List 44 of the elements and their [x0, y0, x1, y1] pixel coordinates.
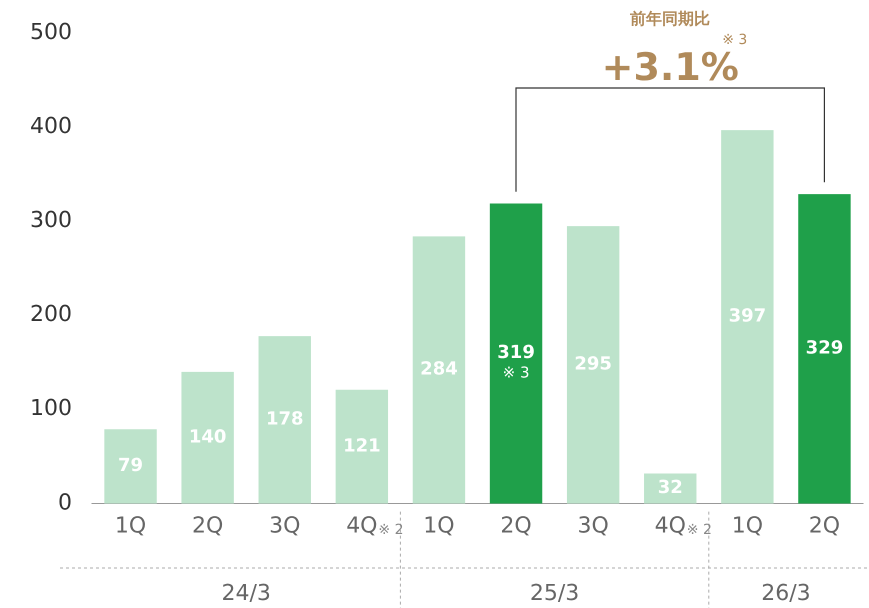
text: 25/3 — [530, 581, 580, 606]
y-tick-label: 200 — [30, 302, 72, 328]
x-tick-label: 1Q — [732, 514, 764, 539]
data-label: 140 — [188, 426, 226, 448]
x-tick-label: 2Q — [808, 514, 840, 539]
bar — [566, 226, 620, 504]
text: ※ 2 — [378, 522, 404, 538]
data-label: 32 — [658, 477, 683, 498]
data-label: 397 — [728, 306, 766, 327]
x-tick-label: 2Q — [500, 514, 532, 539]
bar — [412, 236, 466, 504]
bar — [798, 194, 851, 504]
annotation: ※ 3 — [722, 32, 748, 48]
data-label: 319 — [497, 342, 535, 364]
x-tick-label: 4Q — [346, 514, 378, 539]
bar — [258, 336, 311, 504]
text: 前年同期比 — [629, 9, 710, 28]
bar — [490, 203, 542, 504]
bar — [181, 372, 234, 504]
y-tick-label: 100 — [30, 396, 72, 422]
data-label: 329 — [806, 338, 844, 359]
text: 26/3 — [761, 581, 811, 606]
y-tick-label: 500 — [30, 20, 72, 45]
y-tick-label: 400 — [30, 114, 72, 139]
data-label: 284 — [420, 358, 458, 380]
bar — [336, 390, 388, 504]
data-label: 178 — [266, 408, 304, 430]
x-tick-label: 2Q — [192, 514, 224, 539]
annotation: +3.1% — [602, 45, 739, 89]
text: 24/3 — [221, 581, 271, 606]
x-tick-label: 1Q — [114, 514, 146, 539]
annotation: ※ 3 — [502, 364, 530, 382]
x-tick-label: 4Q — [654, 514, 686, 539]
x-tick-label: 3Q — [269, 514, 300, 539]
x-tick-label: 1Q — [423, 514, 455, 539]
bar — [104, 429, 157, 504]
data-label: 79 — [118, 455, 144, 476]
x-tick-label: 3Q — [577, 514, 609, 539]
y-tick-label: 0 — [58, 490, 72, 516]
y-tick-label: 300 — [30, 208, 72, 234]
bar — [721, 130, 774, 504]
data-label: 121 — [343, 435, 381, 456]
text: ※ 2 — [686, 522, 712, 538]
data-label: 295 — [574, 354, 612, 375]
